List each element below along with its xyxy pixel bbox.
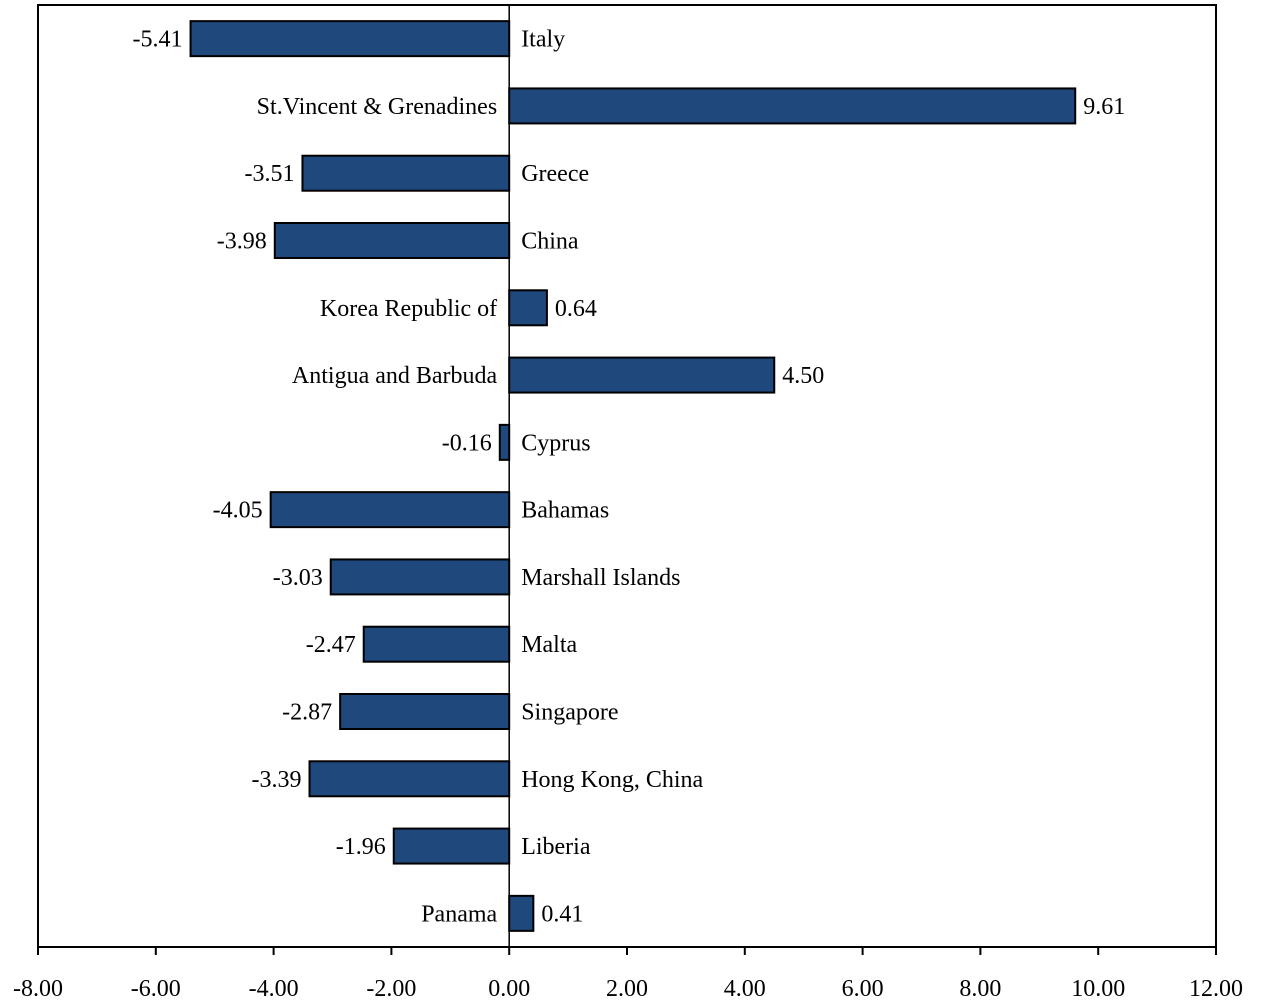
bar xyxy=(508,87,1077,125)
x-tick-label: 12.00 xyxy=(1189,976,1243,1002)
category-label: Hong Kong, China xyxy=(521,767,703,793)
bar xyxy=(329,558,511,596)
x-tick-label: -8.00 xyxy=(13,976,63,1002)
x-axis: -8.00 -6.00 -4.00 -2.00 0.00 2.00 4.00 6.00 8.00… xyxy=(13,947,1243,1002)
data-label: -3.03 xyxy=(273,565,323,591)
category-label: Greece xyxy=(521,161,589,187)
category-label: Liberia xyxy=(521,834,591,860)
x-tick-label: 0.00 xyxy=(488,976,530,1002)
x-tick-label: 2.00 xyxy=(606,976,648,1002)
labels-layer: Italy -5.41 St.Vincent & Grenadines 9.61 Gre… xyxy=(133,27,1126,928)
data-label: -3.39 xyxy=(252,767,302,793)
data-label: -2.47 xyxy=(306,632,356,658)
x-tick-label: 10.00 xyxy=(1071,976,1125,1002)
data-label: -3.51 xyxy=(244,161,294,187)
bar xyxy=(273,222,511,259)
data-label: 9.61 xyxy=(1083,94,1125,120)
x-tick-label: 4.00 xyxy=(724,976,766,1002)
bars-layer xyxy=(189,20,1077,932)
category-label: Bahamas xyxy=(521,498,609,524)
bar xyxy=(508,289,548,327)
category-label: Cyprus xyxy=(521,430,590,456)
bar xyxy=(508,356,776,394)
bar xyxy=(189,20,511,58)
bar xyxy=(339,693,511,730)
category-label: Malta xyxy=(521,632,577,658)
data-label: 0.64 xyxy=(555,296,597,322)
category-label: China xyxy=(521,229,579,255)
data-label: -3.98 xyxy=(217,229,267,255)
category-label: Italy xyxy=(521,27,565,53)
bar xyxy=(508,894,535,932)
data-label: -2.87 xyxy=(282,700,332,726)
category-label: Antigua and Barbuda xyxy=(292,363,498,389)
data-label: 0.41 xyxy=(541,901,583,927)
data-label: -4.05 xyxy=(213,498,263,524)
bar xyxy=(362,625,511,663)
bar xyxy=(498,423,511,461)
x-tick-label: 6.00 xyxy=(842,976,884,1002)
category-label: Panama xyxy=(421,901,497,927)
category-label: St.Vincent & Grenadines xyxy=(257,94,498,120)
bar xyxy=(269,491,511,529)
data-label: -5.41 xyxy=(133,27,183,53)
category-label: Singapore xyxy=(521,700,618,726)
data-label: 4.50 xyxy=(782,363,824,389)
x-tick-label: -6.00 xyxy=(131,976,181,1002)
bar xyxy=(392,827,511,865)
data-label: -0.16 xyxy=(442,430,492,456)
category-label: Korea Republic of xyxy=(320,296,497,322)
bar xyxy=(308,760,511,798)
x-tick-label: 8.00 xyxy=(959,976,1001,1002)
category-label: Marshall Islands xyxy=(521,565,680,591)
x-tick-label: -2.00 xyxy=(366,976,416,1002)
x-tick-label: -4.00 xyxy=(249,976,299,1002)
bar xyxy=(301,154,511,192)
plot-area-frame xyxy=(37,4,1217,948)
data-label: -1.96 xyxy=(336,834,386,860)
